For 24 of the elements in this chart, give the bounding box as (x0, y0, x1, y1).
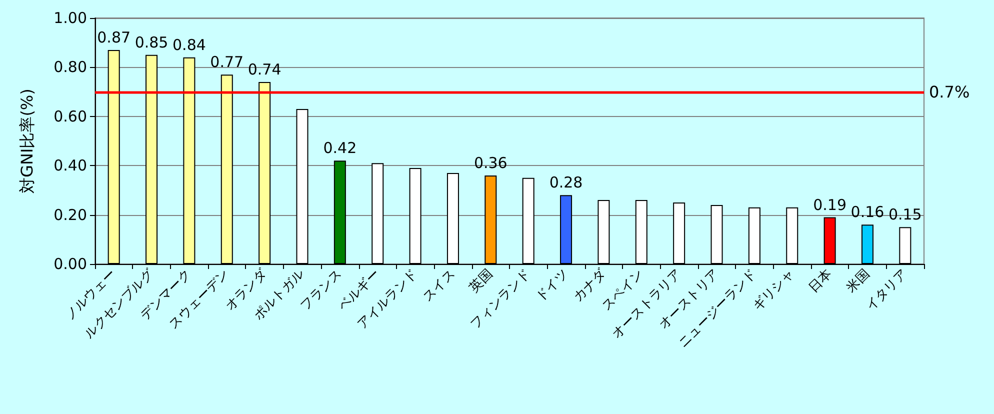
data-label: 0.74 (248, 60, 282, 78)
y-tick-label: 1.00 (54, 9, 87, 27)
y-tick-label: 0.00 (54, 255, 87, 273)
y-tick-label: 0.60 (54, 107, 87, 126)
x-tick-label: ドイツ (533, 266, 572, 305)
x-tick-label: スイス (420, 266, 458, 305)
data-label: 0.77 (210, 53, 244, 72)
data-label: 0.85 (134, 33, 168, 52)
y-tick-label: 0.20 (54, 206, 87, 224)
data-label: 0.16 (850, 203, 884, 222)
x-tick-label: 米国 (844, 266, 873, 296)
data-label: 0.87 (97, 28, 131, 46)
data-label: 0.19 (813, 196, 846, 214)
x-tick-label: 日本 (806, 266, 836, 296)
y-axis-title: 対GNI比率(%) (18, 88, 36, 194)
data-label: 0.84 (172, 36, 206, 54)
data-label: 0.42 (323, 139, 357, 158)
y-tick-label: 0.40 (54, 156, 87, 175)
y-tick-label: 0.80 (54, 58, 87, 76)
x-tick-label: 英国 (466, 266, 496, 296)
data-label: 0.28 (549, 174, 583, 192)
data-label: 0.15 (888, 206, 922, 224)
data-label: 0.36 (474, 154, 508, 172)
ref-line-label: 0.7% (929, 82, 970, 102)
